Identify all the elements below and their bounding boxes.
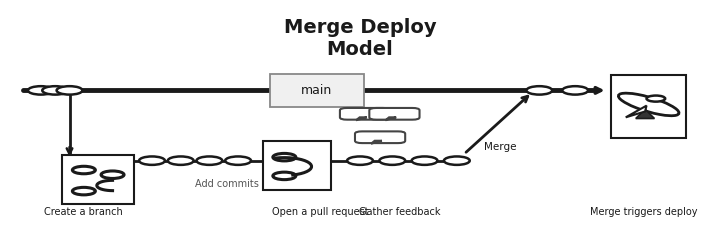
Circle shape: [379, 156, 405, 165]
Circle shape: [73, 187, 95, 195]
FancyBboxPatch shape: [611, 75, 686, 138]
Circle shape: [273, 172, 296, 180]
Ellipse shape: [618, 93, 679, 116]
Circle shape: [562, 86, 588, 95]
Polygon shape: [371, 141, 382, 144]
FancyBboxPatch shape: [355, 131, 405, 143]
Circle shape: [444, 156, 469, 165]
Circle shape: [101, 171, 124, 178]
Circle shape: [168, 156, 194, 165]
Text: Gather feedback: Gather feedback: [359, 207, 440, 217]
Polygon shape: [636, 109, 654, 118]
Circle shape: [412, 156, 438, 165]
Circle shape: [273, 153, 296, 161]
Circle shape: [526, 86, 552, 95]
FancyBboxPatch shape: [369, 108, 420, 120]
Text: Open a pull request: Open a pull request: [272, 207, 369, 217]
FancyBboxPatch shape: [63, 155, 134, 204]
FancyBboxPatch shape: [270, 74, 364, 107]
Circle shape: [225, 156, 251, 165]
Polygon shape: [356, 117, 366, 120]
Circle shape: [57, 86, 82, 95]
Circle shape: [197, 156, 222, 165]
Circle shape: [73, 166, 95, 174]
Text: Create a branch: Create a branch: [45, 207, 123, 217]
Text: Add commits: Add commits: [195, 179, 259, 189]
Circle shape: [28, 86, 54, 95]
Polygon shape: [626, 106, 647, 117]
Circle shape: [347, 156, 373, 165]
Circle shape: [139, 156, 165, 165]
Text: Merge Deploy
Model: Merge Deploy Model: [284, 18, 436, 59]
Circle shape: [42, 86, 68, 95]
Text: Merge: Merge: [484, 141, 516, 152]
Text: Merge triggers deploy: Merge triggers deploy: [590, 207, 697, 217]
FancyBboxPatch shape: [264, 141, 331, 190]
Text: main: main: [302, 84, 333, 97]
Circle shape: [647, 96, 665, 102]
Polygon shape: [385, 117, 396, 120]
FancyBboxPatch shape: [340, 108, 390, 120]
